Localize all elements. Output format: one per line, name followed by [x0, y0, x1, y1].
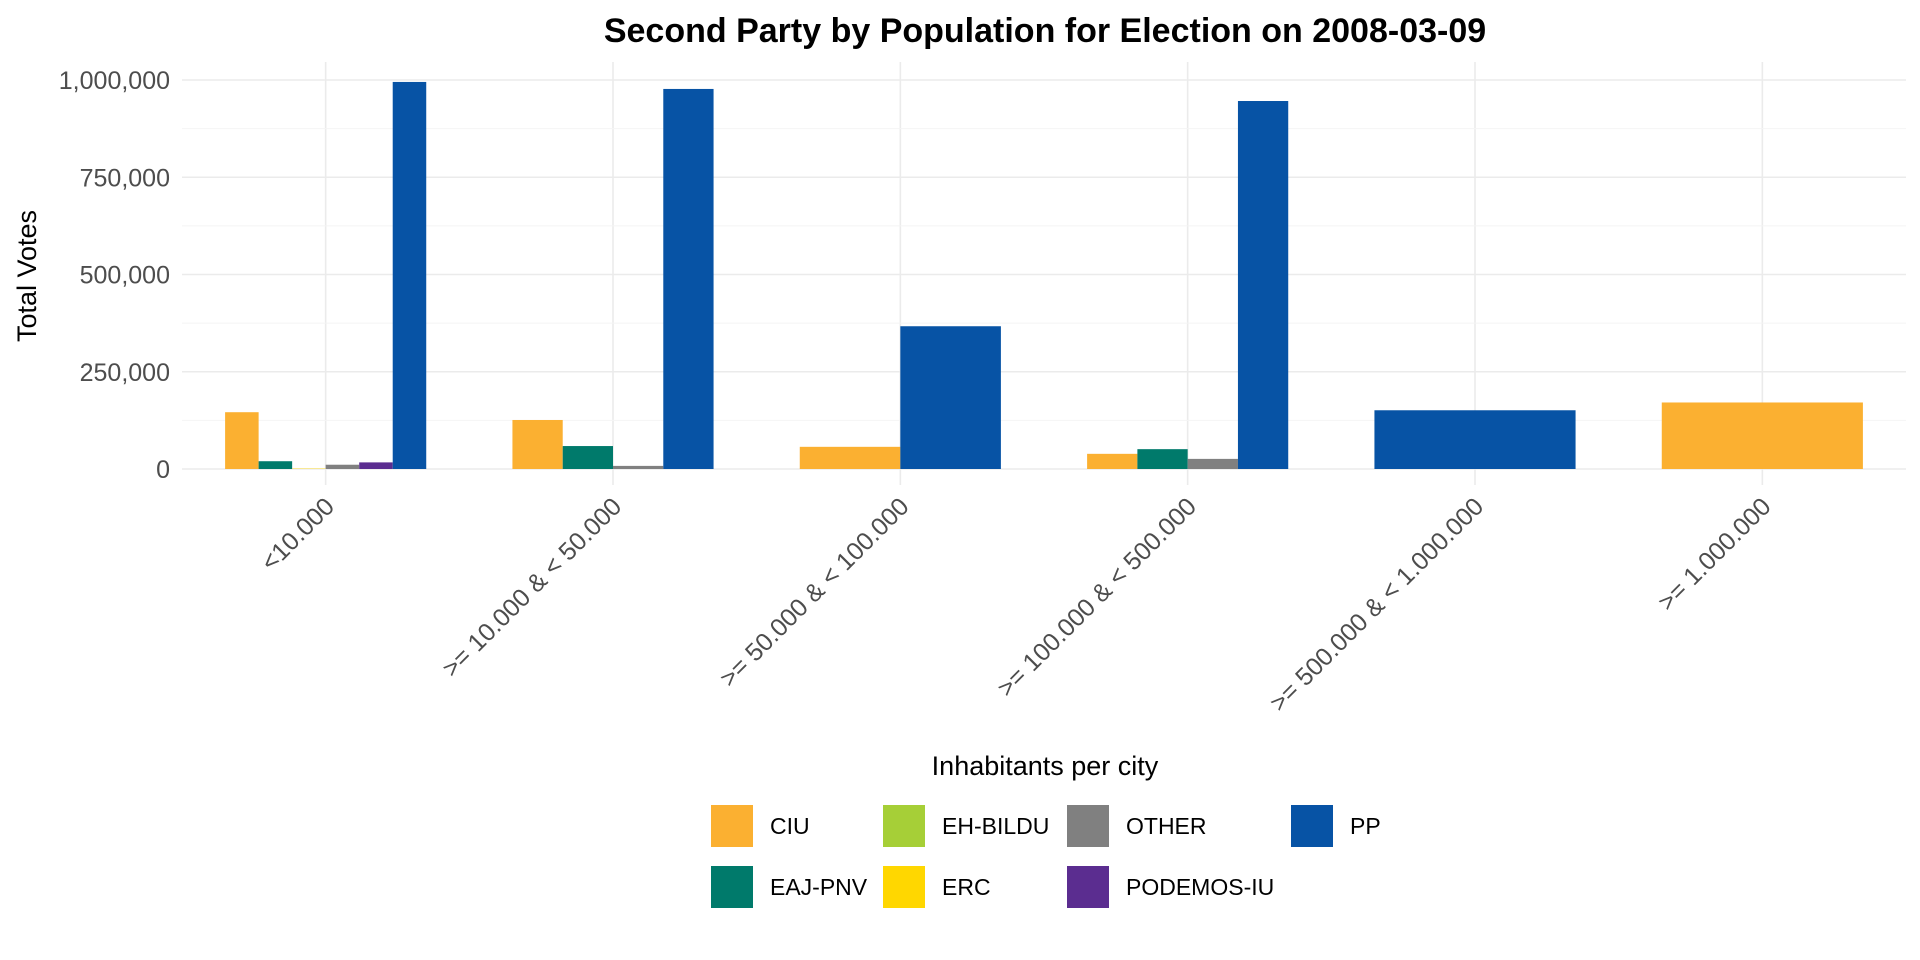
y-tick-label: 1,000,000 — [59, 67, 170, 95]
x-tick-label: >= 50.000 & < 100.000 — [714, 492, 914, 692]
bar-pp — [1374, 410, 1575, 469]
y-tick-label: 500,000 — [80, 262, 170, 290]
x-tick-label: >= 500.000 & < 1.000.000 — [1264, 492, 1489, 717]
bar-eaj-pnv — [563, 446, 613, 469]
legend-label: PODEMOS-IU — [1126, 874, 1274, 900]
bar-podemos-iu — [359, 462, 393, 469]
legend-item: CIU — [711, 805, 810, 847]
legend-label: EAJ-PNV — [770, 874, 868, 900]
legend-key — [1067, 805, 1109, 847]
bar-other — [1188, 459, 1238, 469]
y-axis-ticks: 0 250,000 500,000 750,000 1,000,000 — [59, 67, 170, 484]
bar-ciu — [225, 412, 259, 469]
legend-label: PP — [1350, 813, 1381, 839]
legend-item: EAJ-PNV — [711, 866, 868, 908]
bar-pp — [393, 82, 427, 469]
legend-key — [1291, 805, 1333, 847]
legend-key — [711, 866, 753, 908]
bar-pp — [900, 326, 1001, 469]
bar-pp — [663, 89, 713, 469]
x-tick-label: >= 100.000 & < 500.000 — [992, 492, 1202, 702]
x-tick-label: >= 1.000.000 — [1653, 492, 1777, 616]
bar-other — [326, 465, 360, 469]
bar-ciu — [800, 447, 901, 469]
legend-label: ERC — [942, 874, 991, 900]
legend-item: PP — [1291, 805, 1381, 847]
legend-item: EH-BILDU — [883, 805, 1049, 847]
y-tick-label: 750,000 — [80, 164, 170, 192]
chart-title: Second Party by Population for Election … — [604, 12, 1486, 50]
bar-ciu — [512, 420, 562, 469]
bar-ciu — [1087, 454, 1137, 469]
bar-ciu — [1662, 402, 1863, 469]
legend-item: PODEMOS-IU — [1067, 866, 1274, 908]
x-tick-label: <10.000 — [256, 492, 340, 576]
grid — [182, 62, 1906, 485]
y-tick-label: 250,000 — [80, 359, 170, 387]
legend-label: CIU — [770, 813, 810, 839]
y-tick-label: 0 — [156, 456, 170, 484]
legend-key — [883, 866, 925, 908]
legend-key — [711, 805, 753, 847]
y-axis-title: Total Votes — [12, 210, 42, 342]
bar-other — [613, 466, 663, 469]
legend-key — [1067, 866, 1109, 908]
legend-label: OTHER — [1126, 813, 1207, 839]
bar-eaj-pnv — [1137, 449, 1187, 469]
x-tick-label: >= 10.000 & < 50.000 — [437, 492, 627, 682]
x-axis-ticks: <10.000 >= 10.000 & < 50.000 >= 50.000 & <… — [256, 492, 1777, 717]
x-axis-title: Inhabitants per city — [932, 751, 1159, 781]
bars — [225, 82, 1863, 469]
legend-label: EH-BILDU — [942, 813, 1049, 839]
bar-eaj-pnv — [259, 461, 293, 469]
bar-pp — [1238, 101, 1288, 469]
legend-key — [883, 805, 925, 847]
legend-item: OTHER — [1067, 805, 1207, 847]
legend: CIU EAJ-PNV EH-BILDU ERC OTHER PODEMOS-IU PP — [711, 805, 1381, 908]
legend-item: ERC — [883, 866, 991, 908]
